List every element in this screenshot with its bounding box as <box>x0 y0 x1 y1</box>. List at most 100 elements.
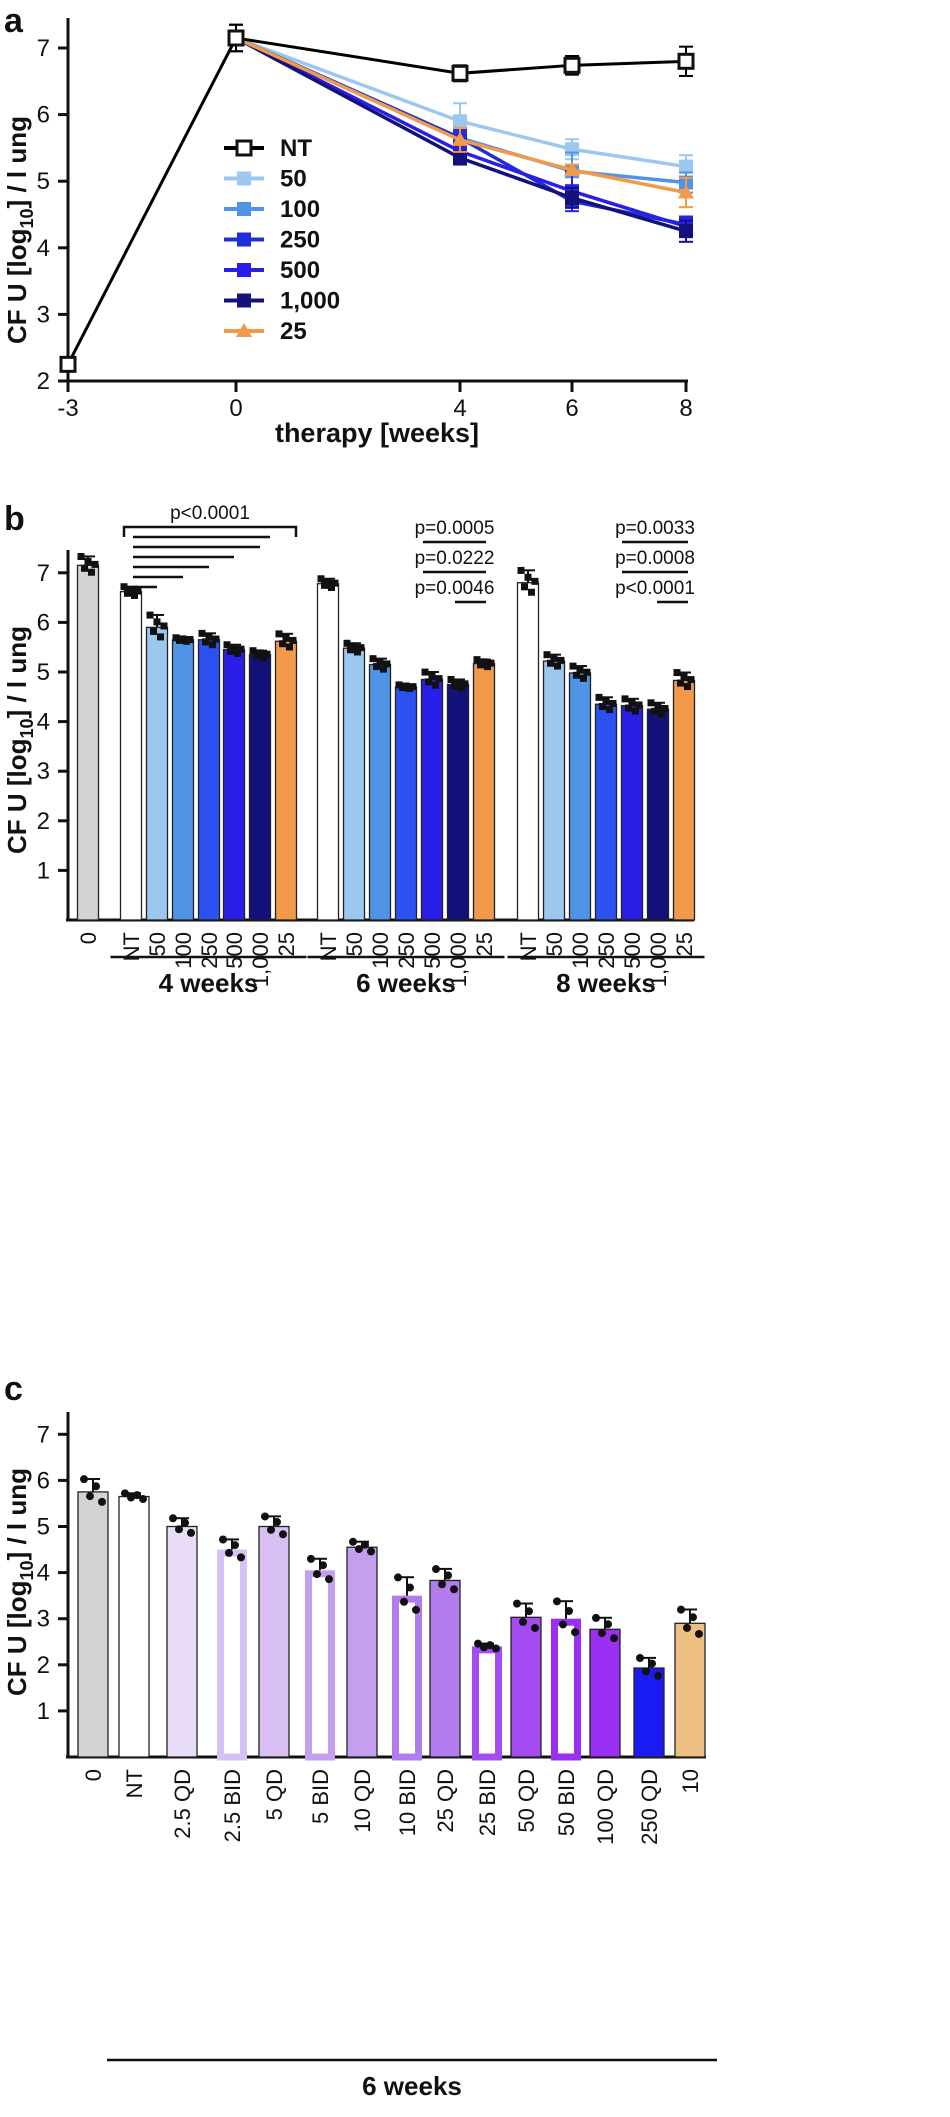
category-label: 500 <box>222 932 247 969</box>
panel-a-y-tick-label: 5 <box>37 168 50 195</box>
panel-a-y-tick-label: 2 <box>37 368 50 395</box>
bar <box>119 590 143 921</box>
bar <box>77 1491 109 1758</box>
panel-a-line-chart: a 2 3 4 5 6 7 -3 0 4 6 8 CF U [log10] / l ung therapy… <box>2 2 695 448</box>
data-dot <box>554 662 561 670</box>
data-dot <box>383 660 391 668</box>
data-dot <box>658 710 665 718</box>
panel-c-letter: c <box>4 1370 23 1408</box>
data-dot <box>677 1605 685 1614</box>
data-dot <box>261 1512 269 1521</box>
data-dot <box>559 1620 567 1629</box>
bar <box>568 672 592 921</box>
category-label: 25 <box>672 932 697 956</box>
data-dot <box>602 697 610 705</box>
data-dot <box>677 679 684 687</box>
y-tick-label: 5 <box>37 1514 50 1541</box>
data-dot <box>576 666 584 674</box>
data-dot <box>565 1606 573 1615</box>
data-dot <box>583 668 591 676</box>
data-dot <box>121 1489 129 1498</box>
data-dot <box>517 566 525 574</box>
data-dot <box>88 568 95 576</box>
bar <box>145 626 169 921</box>
category-label: 250 <box>394 932 419 969</box>
data-dot <box>249 647 257 655</box>
bar <box>420 678 444 921</box>
group-label: 4 weeks <box>159 968 259 998</box>
category-label: 250 <box>197 932 222 969</box>
bar <box>222 649 246 921</box>
panel-a-x-tick-label: 0 <box>229 395 242 422</box>
bar <box>672 679 696 921</box>
data-dot <box>234 649 241 657</box>
data-dot <box>606 706 613 714</box>
data-point-NT <box>563 56 581 74</box>
legend-marker <box>235 139 253 157</box>
data-point-25 <box>678 184 694 199</box>
data-point-1,000 <box>679 224 693 239</box>
data-point-NT <box>677 52 695 70</box>
bar <box>594 703 618 921</box>
data-dot <box>689 1613 697 1622</box>
data-dot <box>120 583 128 591</box>
data-dot <box>205 633 213 641</box>
data-dot <box>447 675 455 683</box>
data-dot <box>357 644 365 652</box>
category-label: 500 <box>420 932 445 969</box>
data-dot <box>458 684 465 692</box>
legend-label-500: 500 <box>280 257 320 284</box>
data-dot <box>367 1547 375 1556</box>
bar <box>589 1628 621 1758</box>
data-dot <box>428 672 436 680</box>
bar <box>118 1495 150 1758</box>
group-label: 8 weeks <box>556 968 656 998</box>
legend-marker <box>237 263 251 277</box>
data-dot <box>175 1525 183 1534</box>
bar <box>217 1549 247 1761</box>
category-label: 250 QD <box>637 1769 662 1845</box>
data-dot <box>150 627 157 635</box>
category-label: 0 <box>76 932 101 944</box>
p-value-label: p<0.0001 <box>170 503 250 524</box>
bar <box>472 662 496 921</box>
data-dot <box>432 1565 440 1574</box>
data-dot <box>450 1585 458 1594</box>
data-dot <box>80 1475 88 1484</box>
legend-label-250: 250 <box>280 227 320 254</box>
category-label: 50 QD <box>514 1769 539 1833</box>
bar <box>76 564 100 921</box>
data-dot <box>454 678 462 686</box>
y-tick-label: 1 <box>37 857 50 884</box>
panel-b-letter: b <box>4 500 25 538</box>
data-dot <box>673 669 681 677</box>
data-dot <box>573 671 580 679</box>
legend-label-25: 25 <box>280 318 307 345</box>
data-dot <box>628 699 636 707</box>
data-dot <box>525 1607 533 1616</box>
category-label: 100 <box>368 932 393 969</box>
p-value-label: p=0.0222 <box>415 548 495 569</box>
panel-a-y-tick-label: 6 <box>37 102 50 129</box>
category-label: 500 <box>620 932 645 969</box>
bar <box>394 686 418 921</box>
data-dot <box>598 1629 606 1638</box>
legend-marker <box>237 171 251 186</box>
data-dot <box>77 553 85 561</box>
data-dot <box>592 1613 600 1622</box>
panel-c-y-label: CF U [log10] / l ung <box>2 1468 37 1696</box>
data-dot <box>421 668 429 676</box>
data-dot <box>212 635 220 643</box>
data-point-1,000 <box>453 150 467 165</box>
data-dot <box>636 1653 644 1662</box>
data-dot <box>91 560 99 568</box>
data-dot <box>282 634 290 642</box>
y-tick-label: 5 <box>37 659 50 686</box>
data-dot <box>595 693 603 701</box>
category-label: 10 BID <box>395 1769 420 1836</box>
data-dot <box>647 699 655 707</box>
series-line-500 <box>235 36 687 229</box>
data-dot <box>350 642 358 650</box>
bar <box>392 1595 422 1761</box>
